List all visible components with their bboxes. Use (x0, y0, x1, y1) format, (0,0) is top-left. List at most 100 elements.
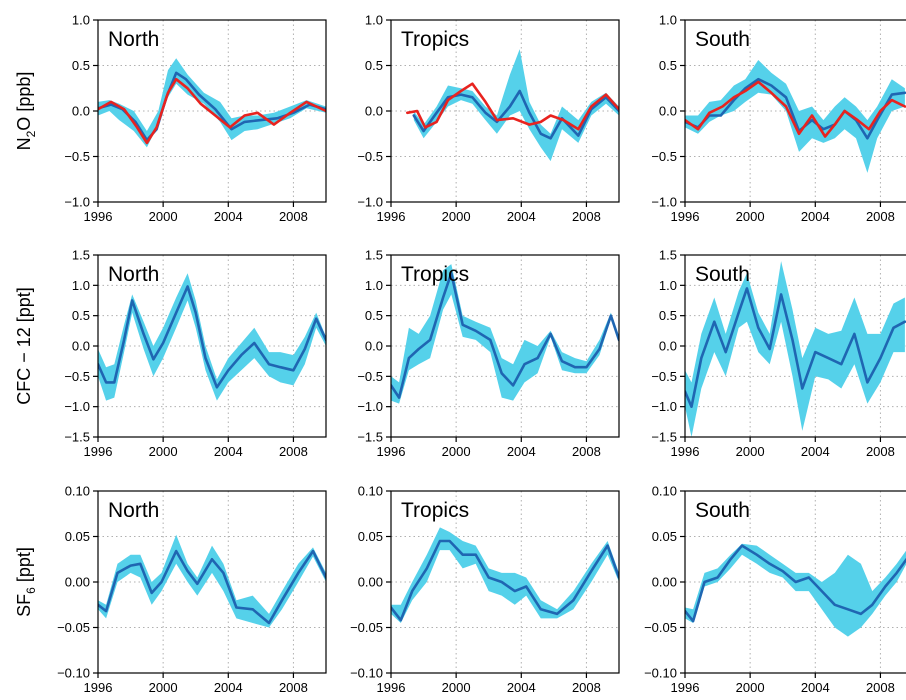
row-label-n2o: N2O [ppb] (14, 72, 38, 151)
y-tick-label: 0.5 (72, 58, 90, 73)
panel-title: North (108, 28, 159, 51)
x-tick-label: 2000 (149, 209, 178, 224)
x-tick-label: 2000 (736, 209, 765, 224)
y-tick-label: 0.10 (65, 484, 90, 499)
row-label-rest: O [ppb] (14, 72, 34, 131)
x-tick-label: 1996 (84, 209, 113, 224)
y-tick-label: 1.5 (659, 248, 677, 263)
y-tick-label: −1.0 (64, 399, 90, 414)
x-tick-label: 1996 (84, 444, 113, 459)
y-tick-label: 0.05 (65, 529, 90, 544)
x-tick-label: 2000 (442, 444, 471, 459)
series-line-line (412, 89, 619, 140)
row-label-sf6: SF6 [ppt] (14, 547, 38, 617)
y-tick-label: 0.0 (659, 339, 677, 354)
y-tick-label: 1.0 (72, 278, 90, 293)
y-tick-label: 0.10 (358, 484, 383, 499)
uncertainty-band (98, 58, 326, 148)
panel-title: North (108, 263, 159, 286)
x-tick-label: 2008 (279, 444, 308, 459)
x-tick-label: 1996 (671, 680, 700, 695)
x-tick-label: 1996 (377, 680, 406, 695)
y-tick-label: 1.0 (365, 278, 383, 293)
y-tick-label: 0.05 (358, 529, 383, 544)
uncertainty-band (391, 264, 619, 404)
series-line-line (391, 539, 619, 622)
y-tick-label: −1.0 (64, 195, 90, 210)
panel-title: South (695, 263, 750, 286)
series-line-red (685, 80, 906, 138)
y-tick-label: 0.5 (365, 58, 383, 73)
y-tick-label: −0.5 (651, 369, 677, 384)
x-tick-label: 2004 (507, 444, 536, 459)
x-tick-label: 1996 (671, 444, 700, 459)
x-tick-label: 1996 (671, 209, 700, 224)
uncertainty-band (685, 543, 906, 637)
x-tick-label: 1996 (377, 444, 406, 459)
y-tick-label: −1.5 (357, 430, 383, 445)
y-tick-label: 0.00 (65, 575, 90, 590)
y-tick-label: 1.5 (365, 248, 383, 263)
y-tick-label: −1.0 (357, 195, 383, 210)
y-tick-label: 0.5 (659, 58, 677, 73)
uncertainty-band (413, 49, 619, 162)
x-tick-label: 2000 (442, 680, 471, 695)
y-tick-label: −1.5 (651, 430, 677, 445)
x-tick-label: 2004 (507, 209, 536, 224)
x-tick-label: 2004 (214, 444, 243, 459)
panel-title: South (695, 28, 750, 51)
y-tick-label: −0.10 (350, 666, 383, 681)
y-tick-label: 0.5 (659, 308, 677, 323)
series-line-red (98, 77, 326, 145)
row-label-rest: [ppt] (14, 547, 34, 587)
y-tick-label: 0.0 (72, 339, 90, 354)
x-tick-label: 2008 (572, 209, 601, 224)
series-line-line (685, 287, 906, 409)
y-tick-label: −0.05 (644, 620, 677, 635)
panel-title: Tropics (401, 499, 469, 522)
row-label-main: CFC − 12 [ppt] (14, 287, 34, 405)
x-tick-label: 2008 (572, 444, 601, 459)
row-label-main: N (14, 137, 34, 150)
series-line-red (405, 82, 619, 131)
y-tick-label: 0.0 (365, 104, 383, 119)
x-tick-label: 2008 (866, 680, 895, 695)
y-tick-label: 0.5 (72, 308, 90, 323)
x-tick-label: 2004 (214, 680, 243, 695)
x-tick-label: 2004 (507, 680, 536, 695)
uncertainty-band (98, 273, 326, 401)
y-tick-label: −0.5 (651, 149, 677, 164)
uncertainty-band (98, 534, 326, 628)
row-label-main: SF (14, 594, 34, 617)
y-tick-label: −1.0 (651, 195, 677, 210)
panel-title: Tropics (401, 28, 469, 51)
y-tick-label: −1.0 (651, 399, 677, 414)
uncertainty-band (391, 527, 619, 623)
x-tick-label: 2004 (801, 444, 830, 459)
y-tick-label: −0.05 (57, 620, 90, 635)
x-tick-label: 2000 (736, 680, 765, 695)
x-tick-label: 2008 (572, 680, 601, 695)
y-tick-label: −0.10 (644, 666, 677, 681)
y-tick-label: −0.5 (357, 369, 383, 384)
y-tick-label: −0.5 (64, 369, 90, 384)
y-tick-label: 1.5 (72, 248, 90, 263)
row-label-subscript: 2 (24, 130, 38, 137)
y-tick-label: 0.0 (72, 104, 90, 119)
y-tick-label: 1.0 (659, 278, 677, 293)
x-tick-label: 2000 (149, 444, 178, 459)
y-tick-label: 1.0 (659, 13, 677, 28)
y-tick-label: −0.5 (357, 149, 383, 164)
y-tick-label: 0.05 (652, 529, 677, 544)
x-tick-label: 2000 (149, 680, 178, 695)
panel-title: South (695, 499, 750, 522)
y-tick-label: 0.0 (659, 104, 677, 119)
